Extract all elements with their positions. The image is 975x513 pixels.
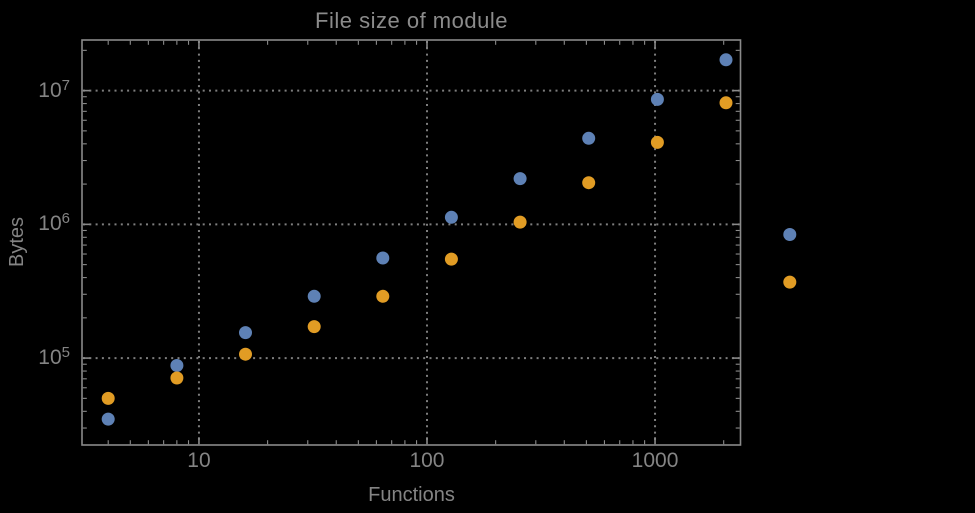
data-point-blue <box>444 210 458 224</box>
data-point-orange <box>444 252 458 266</box>
data-point-orange <box>650 135 664 149</box>
data-point-blue <box>307 289 321 303</box>
y-tick-label: 107 <box>38 76 70 102</box>
data-point-orange <box>719 96 733 110</box>
data-point-blue <box>719 53 733 67</box>
y-tick-label: 106 <box>38 210 70 236</box>
data-point-blue <box>650 92 664 106</box>
data-point-orange <box>307 320 321 334</box>
data-point-orange <box>783 275 797 289</box>
chart-title: File size of module <box>315 8 508 33</box>
data-point-orange <box>101 391 115 405</box>
data-point-orange <box>170 371 184 385</box>
data-point-blue <box>239 326 252 340</box>
data-point-orange <box>582 176 596 190</box>
x-tick-label: 10 <box>187 449 211 472</box>
data-point-blue <box>376 251 390 265</box>
data-point-orange <box>513 215 527 229</box>
x-axis-label: Functions <box>368 484 455 506</box>
data-point-blue <box>582 131 596 145</box>
plot-frame <box>81 39 742 446</box>
data-point-orange <box>239 347 252 361</box>
x-tick-label: 100 <box>409 449 445 472</box>
data-point-blue <box>513 172 527 186</box>
x-tick-label: 1000 <box>631 449 679 472</box>
data-point-blue <box>783 228 797 241</box>
y-tick-label: 105 <box>38 344 70 370</box>
data-point-blue <box>101 412 115 426</box>
data-point-orange <box>376 289 390 303</box>
data-point-blue <box>170 359 184 372</box>
